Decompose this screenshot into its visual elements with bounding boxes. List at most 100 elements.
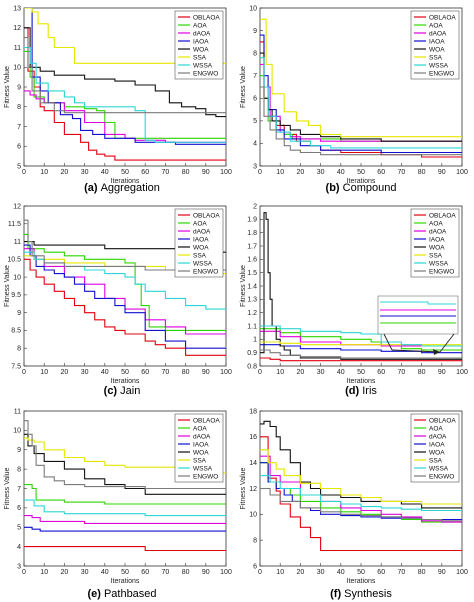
legend-label: WOA	[429, 244, 445, 251]
y-tick-label: 10.5	[7, 257, 21, 264]
legend-label: IAOA	[193, 441, 209, 448]
legend-label: IAOA	[193, 38, 209, 45]
panel-name: Jain	[120, 385, 140, 397]
y-tick-label: 5	[17, 163, 21, 170]
x-tick-label: 40	[337, 569, 345, 576]
chart-panel-4: 0 10 20 30 40 50 60 70 80 90 100 0.8 0.9 1 1.1 1.2 1.3 1.…	[240, 203, 468, 397]
x-tick-label: 100	[220, 569, 232, 576]
panel-name: Iris	[362, 385, 377, 397]
series-line-engwo	[260, 487, 462, 522]
panel-caption: (d) Iris	[345, 385, 377, 397]
legend-label: IAOA	[429, 236, 445, 243]
x-tick-label: 80	[418, 169, 426, 176]
y-tick-label: 9.5	[11, 292, 21, 299]
legend-label: ENGWO	[429, 473, 454, 480]
x-tick-label: 20	[297, 369, 305, 376]
x-axis-label: Iterations	[347, 578, 376, 585]
x-tick-label: 30	[81, 369, 89, 376]
series-line-engwo	[260, 349, 462, 359]
legend-label: dAOA	[193, 30, 211, 37]
inset-pointer	[439, 333, 455, 353]
x-tick-label: 30	[81, 569, 89, 576]
y-tick-label: 9	[17, 84, 21, 91]
x-axis-label: Iterations	[111, 378, 140, 385]
x-tick-label: 80	[182, 369, 190, 376]
legend-label: SSA	[193, 252, 207, 259]
chart-panel-5: 0 10 20 30 40 50 60 70 80 90 100 3 4 5 6 7 8 9 10 11 Iterati…	[4, 408, 232, 600]
x-tick-label: 10	[40, 169, 48, 176]
y-tick-label: 10	[13, 65, 21, 72]
series-line-daoa	[24, 515, 226, 524]
y-tick-label: 10	[13, 274, 21, 281]
y-tick-label: 7.5	[11, 363, 21, 370]
chart-panel-6: 0 10 20 30 40 50 60 70 80 90 100 6 8 10 12 14 16 18 Iterat…	[240, 408, 468, 600]
legend-label: IAOA	[429, 441, 445, 448]
legend-box	[410, 208, 460, 278]
panel-letter: (d)	[345, 385, 362, 397]
y-tick-label: 8	[253, 537, 257, 544]
series-line-oblaoa	[24, 546, 226, 552]
y-tick-label: 8	[253, 50, 257, 57]
x-tick-label: 30	[317, 169, 325, 176]
series-line-oblaoa	[24, 258, 226, 356]
x-tick-label: 20	[61, 169, 69, 176]
y-tick-label: 6	[253, 96, 257, 103]
legend-label: IAOA	[429, 38, 445, 45]
x-tick-label: 50	[357, 569, 365, 576]
series-line-engwo	[260, 86, 462, 156]
inset-pointer	[391, 349, 441, 353]
inset-arrowhead	[433, 349, 440, 355]
legend-label: WOA	[193, 46, 209, 53]
series-line-wssa	[24, 46, 226, 143]
panel-letter: (e)	[87, 588, 104, 600]
y-tick-label: 14	[249, 460, 257, 467]
panel-name: Pathbased	[104, 588, 157, 600]
x-tick-label: 40	[101, 369, 109, 376]
x-tick-label: 0	[22, 169, 26, 176]
legend-label: WSSA	[429, 260, 449, 267]
legend-label: OBLAOA	[193, 212, 220, 219]
y-tick-label: 7	[253, 73, 257, 80]
x-tick-label: 60	[141, 569, 149, 576]
legend-label: WSSA	[193, 260, 213, 267]
legend-label: dAOA	[429, 30, 447, 37]
legend-label: WOA	[429, 46, 445, 53]
x-tick-label: 50	[357, 169, 365, 176]
y-axis-label: Fitness Value	[4, 467, 11, 509]
series-line-woa	[260, 212, 462, 360]
y-tick-label: 5	[253, 118, 257, 125]
legend-label: SSA	[429, 457, 443, 464]
series-line-wssa	[260, 325, 462, 347]
series-line-woa	[260, 420, 462, 509]
series-line-aoa	[24, 50, 226, 139]
y-tick-label: 9	[253, 28, 257, 35]
legend-label: ENGWO	[193, 473, 218, 480]
y-tick-label: 13	[13, 5, 21, 12]
y-axis-label: Fitness Value	[4, 265, 11, 307]
x-tick-label: 70	[398, 369, 406, 376]
series-line-engwo	[24, 37, 226, 114]
x-tick-label: 70	[398, 569, 406, 576]
y-tick-label: 0.9	[247, 350, 257, 357]
legend-label: ENGWO	[193, 268, 218, 275]
x-axis-label: Iterations	[347, 178, 376, 185]
x-tick-label: 50	[121, 169, 129, 176]
y-tick-label: 3	[17, 563, 21, 570]
series-line-woa	[24, 27, 226, 118]
series-line-oblaoa	[24, 27, 226, 161]
legend-box	[174, 10, 224, 80]
panel-letter: (a)	[84, 182, 101, 194]
x-tick-label: 60	[141, 369, 149, 376]
legend-label: AOA	[429, 220, 443, 227]
y-tick-label: 0.8	[247, 363, 257, 370]
series-line-aoa	[24, 233, 226, 331]
panel-letter: (c)	[104, 385, 121, 397]
y-tick-label: 10	[249, 5, 257, 12]
x-axis-label: Iterations	[111, 178, 140, 185]
legend-label: dAOA	[193, 433, 211, 440]
series-line-ssa	[260, 449, 462, 505]
y-tick-label: 4	[253, 141, 257, 148]
x-tick-label: 40	[337, 369, 345, 376]
legend-label: OBLAOA	[193, 14, 220, 21]
x-tick-label: 0	[258, 569, 262, 576]
